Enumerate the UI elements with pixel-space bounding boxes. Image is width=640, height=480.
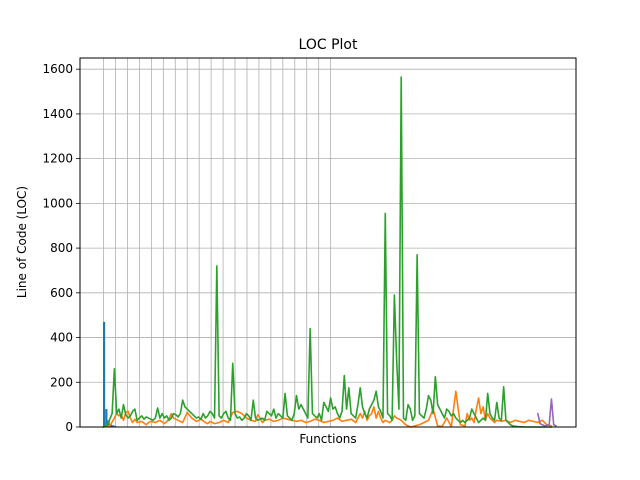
y-axis-label: Line of Code (LOC): [15, 186, 29, 298]
x-axis-label: Functions: [299, 432, 356, 446]
series-line-1: [102, 390, 553, 428]
bar: [112, 425, 115, 427]
y-tick-label: 800: [50, 241, 73, 255]
y-axis: 0 200 400 600 800 1000 1200 1400 1600: [42, 62, 80, 434]
bar: [103, 321, 106, 427]
grid: [80, 58, 576, 428]
y-tick-label: 400: [50, 331, 73, 345]
y-tick-label: 0: [65, 420, 73, 434]
series-line-2: [102, 76, 553, 428]
chart-title: LOC Plot: [299, 37, 358, 53]
line-series: [102, 76, 557, 428]
y-tick-label: 600: [50, 286, 73, 300]
y-tick-label: 1400: [42, 107, 73, 121]
y-tick-label: 200: [50, 375, 73, 389]
y-tick-label: 1200: [42, 152, 73, 166]
y-tick-label: 1000: [42, 196, 73, 210]
plot-frame: [79, 57, 577, 428]
bar: [109, 424, 112, 427]
series-line-3: [536, 398, 557, 427]
bar: [105, 409, 108, 427]
y-tick-label: 1600: [42, 62, 73, 76]
